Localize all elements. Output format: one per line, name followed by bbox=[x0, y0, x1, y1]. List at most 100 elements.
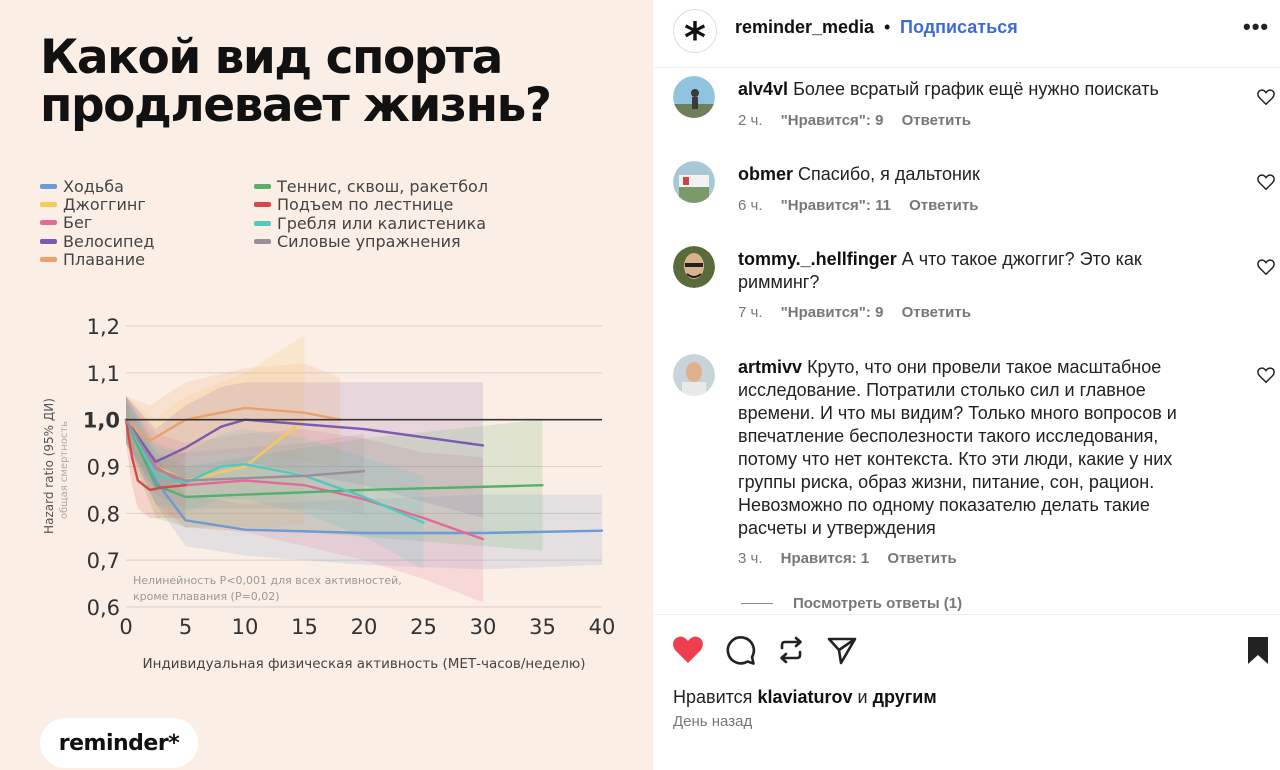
bookmark-icon[interactable] bbox=[1243, 633, 1273, 667]
comment-heart-icon[interactable] bbox=[1257, 89, 1275, 105]
share-send-icon[interactable] bbox=[825, 633, 859, 667]
legend-label: Гребля или калистеника bbox=[277, 214, 487, 233]
legend-label: Подъем по лестнице bbox=[277, 195, 454, 214]
x-axis-label: Индивидуальная физическая активность (МЕ… bbox=[143, 656, 586, 672]
liked-by-others[interactable]: другим bbox=[872, 687, 937, 707]
legend-label: Теннис, сквош, ракетбол bbox=[277, 177, 489, 196]
reply-button[interactable]: Ответить bbox=[887, 550, 957, 567]
comment-likes[interactable]: "Нравится": 9 bbox=[780, 112, 884, 129]
comment-likes[interactable]: Нравится: 1 bbox=[780, 550, 870, 567]
account-username[interactable]: reminder_media bbox=[735, 17, 875, 37]
comment-heart-icon[interactable] bbox=[1257, 174, 1275, 190]
view-replies-button[interactable]: Посмотреть ответы (1) bbox=[741, 595, 962, 612]
account-avatar[interactable]: * bbox=[673, 9, 717, 59]
reply-button[interactable]: Ответить bbox=[901, 112, 971, 129]
legend-item: Велосипед bbox=[40, 232, 154, 251]
series-line bbox=[124, 418, 485, 464]
comment-meta: 3 ч. Нравится: 1 Ответить bbox=[738, 550, 971, 567]
comment-likes[interactable]: "Нравится": 9 bbox=[780, 304, 884, 321]
headline-line-2: продлевает жизнь? bbox=[40, 78, 552, 133]
comment-text: Круто, что они провели такое масштабное … bbox=[738, 357, 1177, 538]
x-tick-label: 0 bbox=[119, 615, 132, 639]
legend-swatch bbox=[254, 202, 271, 207]
confidence-band bbox=[126, 396, 483, 603]
x-tick-labels: 0 5 10 15 20 25 30 35 40 bbox=[119, 615, 615, 639]
legend-label: Плавание bbox=[63, 250, 145, 269]
series-line bbox=[124, 418, 425, 524]
x-tick-label: 35 bbox=[529, 615, 556, 639]
comment-text-block: tommy._.hellfinger А что такое джоггиг? … bbox=[738, 248, 1218, 294]
legend-item: Бег bbox=[40, 213, 92, 232]
chart-note-line-1: Нелинейность P<0,001 для всех активносте… bbox=[133, 574, 402, 587]
headline-line-1: Какой вид спорта bbox=[40, 30, 503, 85]
comment-username[interactable]: artmivv bbox=[738, 357, 803, 377]
legend-swatch bbox=[40, 257, 57, 262]
legend-swatch bbox=[40, 239, 57, 244]
comment-time: 6 ч. bbox=[738, 197, 763, 214]
reply-button[interactable]: Ответить bbox=[909, 197, 979, 214]
confidence-band bbox=[126, 400, 602, 570]
legend-item: Теннис, сквош, ракетбол bbox=[254, 177, 488, 196]
comment-avatar[interactable] bbox=[673, 246, 715, 288]
legend-swatch bbox=[40, 202, 57, 207]
legend-item: Подъем по лестнице bbox=[254, 195, 453, 214]
comment-time: 2 ч. bbox=[738, 112, 763, 129]
comment-username[interactable]: obmer bbox=[738, 164, 794, 184]
repost-icon[interactable] bbox=[774, 633, 808, 667]
comment-username[interactable]: tommy._.hellfinger bbox=[738, 249, 897, 269]
liked-by-prefix: Нравится bbox=[673, 687, 753, 707]
legend-swatch bbox=[254, 239, 271, 244]
legend-label: Ходьба bbox=[63, 177, 124, 196]
x-tick-label: 20 bbox=[351, 615, 378, 639]
comment-username[interactable]: alv4vl bbox=[738, 79, 789, 99]
y-tick-label: 1,2 bbox=[87, 315, 120, 339]
liked-by-and: и bbox=[857, 687, 868, 707]
legend-swatch bbox=[254, 184, 271, 189]
liked-by-user[interactable]: klaviaturov bbox=[757, 687, 853, 707]
series-line bbox=[124, 418, 604, 535]
comment-text: А что такое джоггиг? Это как римминг? bbox=[738, 249, 1142, 292]
legend-label: Бег bbox=[63, 213, 93, 232]
comment-text-block: obmer Спасибо, я дальтоник bbox=[738, 163, 1218, 186]
post-image: Какой вид спорта продлевает жизнь? Ходьб… bbox=[0, 0, 652, 770]
confidence-band bbox=[126, 382, 483, 519]
comment-avatar[interactable] bbox=[673, 161, 715, 203]
comment-avatar[interactable] bbox=[673, 76, 715, 118]
y-tick-labels: 0,6 0,7 0,8 0,9 1,0 1,1 1,2 bbox=[83, 315, 120, 620]
comment-heart-icon[interactable] bbox=[1257, 259, 1275, 275]
follow-button[interactable]: Подписаться bbox=[900, 17, 1018, 37]
x-tick-label: 5 bbox=[179, 615, 192, 639]
post-header: * reminder_media • Подписаться ••• bbox=[653, 0, 1280, 68]
y-tick-label: 1,0 bbox=[83, 409, 120, 433]
comment-meta: 2 ч. "Нравится": 9 Ответить bbox=[738, 112, 985, 129]
chart-bands bbox=[126, 335, 602, 603]
x-tick-label: 15 bbox=[291, 615, 318, 639]
legend-swatch bbox=[40, 184, 57, 189]
x-tick-label: 25 bbox=[410, 615, 437, 639]
comment-bubble-icon[interactable] bbox=[723, 633, 757, 667]
comment-likes[interactable]: "Нравится": 11 bbox=[780, 197, 891, 214]
y-tick-label: 0,7 bbox=[87, 549, 120, 573]
series-line bbox=[124, 406, 342, 442]
reminder-logo: reminder* bbox=[40, 718, 198, 768]
asterisk-logo-icon: * bbox=[684, 13, 706, 62]
logo-text: reminder* bbox=[58, 730, 180, 756]
legend-item: Силовые упражнения bbox=[254, 232, 461, 251]
comment-avatar[interactable] bbox=[673, 354, 715, 396]
legend-item: Гребля или калистеника bbox=[254, 214, 486, 233]
comments-panel: * reminder_media • Подписаться ••• alv4v… bbox=[652, 0, 1280, 770]
legend-label: Джоггинг bbox=[63, 195, 146, 214]
legend-item: Ходьба bbox=[40, 177, 124, 196]
post-actions-bar: Нравится klaviaturov и другим День назад bbox=[653, 614, 1280, 770]
hazard-ratio-chart: 0,6 0,7 0,8 0,9 1,0 1,1 1,2 0 5 10 15 20 25 30 35 40 H… bbox=[42, 315, 615, 672]
post-headline: Какой вид спорта продлевает жизнь? bbox=[40, 34, 640, 130]
more-options-icon[interactable]: ••• bbox=[1243, 14, 1270, 39]
series-line bbox=[124, 418, 366, 482]
y-tick-label: 0,8 bbox=[87, 502, 120, 526]
comment-heart-icon[interactable] bbox=[1257, 367, 1275, 383]
like-heart-icon[interactable] bbox=[671, 633, 705, 667]
comment-time: 7 ч. bbox=[738, 304, 763, 321]
comment-text-block: alv4vl Более всратый график ещё нужно по… bbox=[738, 78, 1218, 101]
reply-button[interactable]: Ответить bbox=[901, 304, 971, 321]
x-tick-label: 40 bbox=[589, 615, 616, 639]
